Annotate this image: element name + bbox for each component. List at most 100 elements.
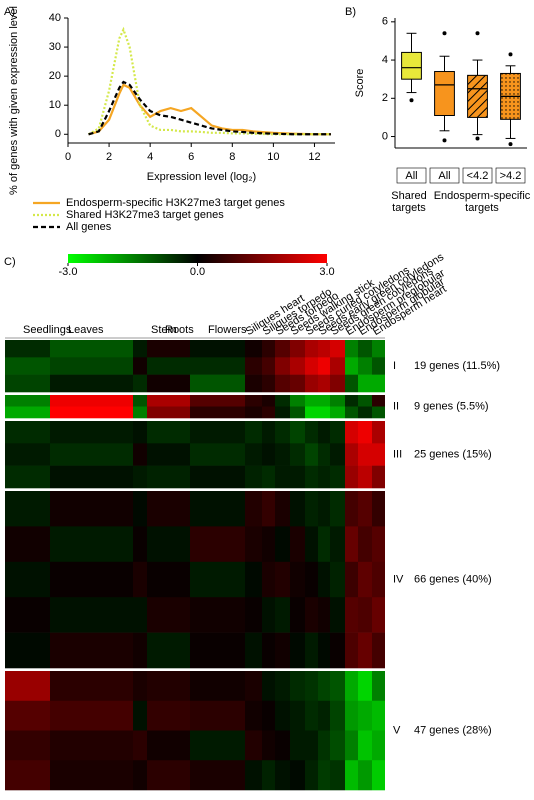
heat-cell	[262, 760, 275, 791]
heat-cell	[133, 421, 147, 444]
x-axis-label: Expression level (log₂)	[147, 171, 256, 183]
heat-cell	[190, 406, 245, 419]
heat-cell	[318, 760, 330, 791]
heat-cell	[133, 395, 147, 407]
heat-cell	[358, 421, 372, 444]
group-label: Endosperm-specific targets	[433, 190, 531, 214]
heat-cell	[245, 671, 262, 702]
heat-cell	[190, 632, 245, 669]
y-axis-label: % of genes with given expression level	[8, 6, 20, 195]
heat-cell	[147, 671, 190, 702]
heat-cell	[50, 760, 133, 791]
panel-label: A)	[4, 6, 15, 18]
heat-cell	[190, 491, 245, 527]
heat-cell	[245, 374, 262, 393]
heat-cell	[345, 465, 358, 489]
heat-cell	[358, 374, 372, 393]
legend-label: All genes	[66, 221, 112, 233]
heat-cell	[275, 632, 290, 669]
y-tick-label: 0	[55, 128, 61, 140]
cluster-genes: 47 genes (28%)	[414, 724, 492, 736]
heat-cell	[5, 357, 50, 375]
heat-cell	[305, 443, 318, 466]
line-series	[88, 80, 331, 136]
heat-cell	[358, 395, 372, 407]
category-frame	[396, 167, 427, 184]
heat-cell	[50, 671, 133, 702]
heat-cell	[305, 561, 318, 598]
heat-cell	[305, 406, 318, 419]
heat-cell	[318, 340, 330, 358]
heat-cell	[318, 374, 330, 393]
line-series	[87, 26, 331, 136]
heat-cell	[275, 357, 290, 375]
heat-cell	[330, 357, 345, 375]
heat-cell	[275, 730, 290, 761]
heat-cell	[290, 632, 305, 669]
flier	[442, 138, 447, 143]
heat-cell	[275, 340, 290, 358]
heat-cell	[318, 395, 330, 407]
y-tick-label: 10	[49, 99, 61, 111]
cluster-label: III	[393, 448, 402, 460]
heat-cell	[262, 730, 275, 761]
heat-cell	[290, 465, 305, 489]
heat-cell	[358, 357, 372, 375]
heat-cell	[50, 340, 133, 358]
heat-cell	[133, 632, 147, 669]
heat-cell	[330, 526, 345, 563]
heat-cell	[245, 395, 262, 407]
y-tick-label: 4	[382, 54, 388, 66]
heat-cell	[5, 760, 50, 791]
heat-cell	[330, 760, 345, 791]
heat-cell	[5, 730, 50, 761]
heat-cell	[372, 491, 385, 527]
heat-cell	[330, 632, 345, 669]
heat-cell	[50, 597, 133, 633]
legend-label: Shared H3K27me3 target genes	[66, 209, 224, 221]
heat-cell	[318, 597, 330, 633]
colorbar-label: 3.0	[319, 266, 334, 278]
heat-cell	[372, 730, 385, 761]
heat-cell	[133, 374, 147, 393]
heat-cell	[147, 491, 190, 527]
heat-cell	[305, 597, 318, 633]
cluster-genes: 9 genes (5.5%)	[414, 400, 489, 412]
heat-cell	[345, 421, 358, 444]
heat-cell	[290, 700, 305, 731]
x-tick-label: 0	[65, 151, 71, 163]
heat-cell	[290, 374, 305, 393]
cluster-genes: 66 genes (40%)	[414, 573, 492, 585]
heat-cell	[330, 671, 345, 702]
heat-cell	[262, 465, 275, 489]
heat-cell	[245, 465, 262, 489]
heat-cell	[372, 421, 385, 444]
heat-cell	[262, 597, 275, 633]
column-label: Leaves	[68, 324, 104, 336]
heat-cell	[290, 730, 305, 761]
y-axis-label: Score	[354, 69, 366, 98]
heat-cell	[50, 632, 133, 669]
heat-cell	[190, 760, 245, 791]
heat-cell	[147, 406, 190, 419]
colorbar-label: 0.0	[190, 266, 205, 278]
heat-cell	[275, 671, 290, 702]
heat-cell	[372, 374, 385, 393]
heat-cell	[190, 443, 245, 466]
heat-cell	[305, 340, 318, 358]
heat-cell	[330, 374, 345, 393]
heat-cell	[305, 357, 318, 375]
heat-cell	[5, 526, 50, 563]
heat-cell	[345, 730, 358, 761]
heat-cell	[345, 526, 358, 563]
heat-cell	[147, 357, 190, 375]
heat-cell	[245, 443, 262, 466]
heat-cell	[305, 760, 318, 791]
heat-cell	[133, 700, 147, 731]
heat-cell	[190, 374, 245, 393]
y-tick-label: 30	[49, 41, 61, 53]
box	[401, 51, 422, 80]
colorbar	[68, 254, 327, 263]
